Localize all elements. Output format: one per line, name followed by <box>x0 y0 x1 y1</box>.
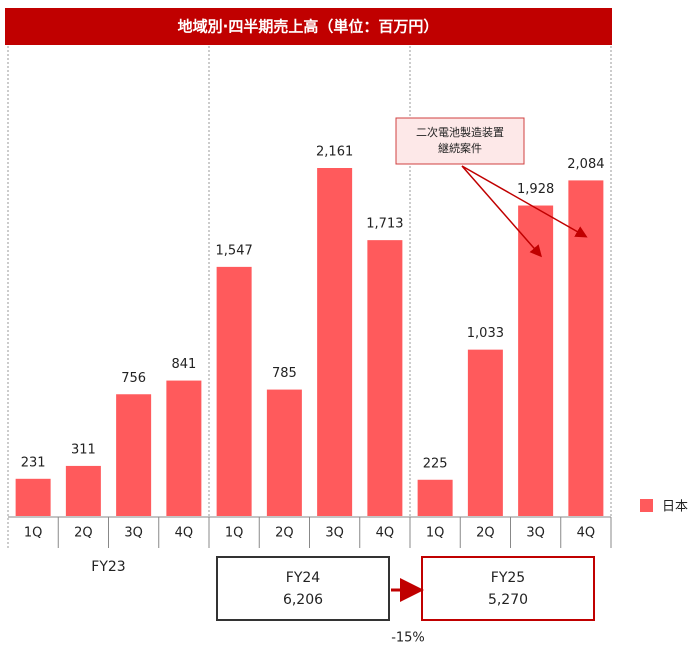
data-label: 2,084 <box>567 157 604 172</box>
annotation-arrow <box>461 165 542 258</box>
group-label: FY24 <box>286 570 321 586</box>
bar <box>65 465 101 516</box>
legend-swatch <box>640 499 653 512</box>
group-box <box>216 556 390 621</box>
group-box <box>421 556 595 621</box>
group-total: 5,270 <box>488 592 528 608</box>
x-tick-label: 1Q <box>426 526 445 541</box>
annotation-box <box>395 117 525 165</box>
legend-label: 日本 <box>662 500 688 515</box>
bar <box>568 180 604 516</box>
group-total: 6,206 <box>283 592 323 608</box>
data-label: 1,033 <box>467 326 504 341</box>
bar <box>266 389 302 516</box>
x-tick-label: 1Q <box>24 526 43 541</box>
x-tick-label: 4Q <box>175 526 194 541</box>
x-tick-label: 2Q <box>275 526 294 541</box>
x-tick-label: 2Q <box>74 526 93 541</box>
data-label: 756 <box>121 371 146 386</box>
data-label: 231 <box>21 455 46 470</box>
bar <box>317 168 353 516</box>
x-tick-label: 4Q <box>376 526 395 541</box>
bar <box>518 205 554 516</box>
data-label: 1,928 <box>517 182 554 197</box>
bar <box>367 240 403 516</box>
chart-title: 地域別·四半期売上高（単位：百万円） <box>178 18 439 36</box>
group-label: FY23 <box>91 559 125 575</box>
bar <box>216 266 252 516</box>
x-tick-label: 4Q <box>577 526 596 541</box>
data-label: 1,547 <box>216 243 253 258</box>
bar <box>15 478 51 516</box>
x-tick-label: 3Q <box>526 526 545 541</box>
bar <box>417 479 453 516</box>
annotation-text: 継続案件 <box>438 141 482 155</box>
x-tick-label: 3Q <box>325 526 344 541</box>
change-label: -15% <box>391 631 425 646</box>
data-label: 2,161 <box>316 145 353 160</box>
data-label: 311 <box>71 442 96 457</box>
bar <box>467 349 503 516</box>
x-tick-label: 2Q <box>476 526 495 541</box>
data-label: 1,713 <box>366 217 403 232</box>
data-label: 841 <box>171 357 196 372</box>
x-tick-label: 1Q <box>225 526 244 541</box>
x-tick-label: 3Q <box>124 526 143 541</box>
group-label: FY25 <box>491 570 525 586</box>
data-label: 785 <box>272 366 297 381</box>
annotation-text: 二次電池製造装置 <box>416 125 504 139</box>
bar <box>116 394 152 516</box>
title-bar <box>5 8 612 45</box>
annotation-arrow <box>461 165 588 238</box>
bar <box>166 380 202 516</box>
data-label: 225 <box>423 456 448 471</box>
